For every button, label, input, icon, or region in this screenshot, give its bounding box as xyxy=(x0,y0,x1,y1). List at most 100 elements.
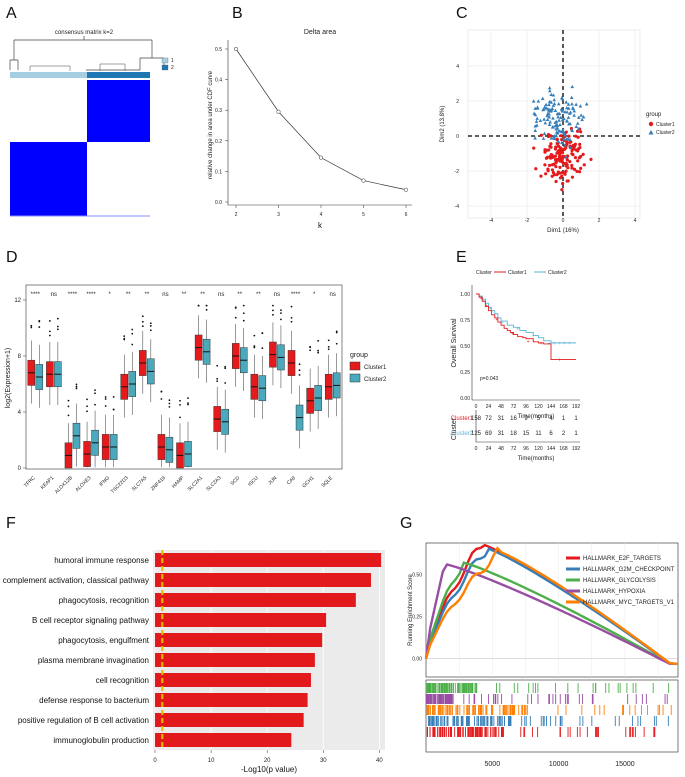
box-cluster1-outlier xyxy=(67,405,70,408)
km-ytick-label: 0.25 xyxy=(460,370,470,376)
panel-g-gsea: 0.00 0.25 0.50 Running Enrichment Score HA… xyxy=(408,542,679,768)
risk-cell: 31 xyxy=(498,431,505,437)
pca-point-cluster2 xyxy=(584,102,589,106)
km-censor-cluster1: + xyxy=(485,303,488,309)
pca-ytick-label: 4 xyxy=(456,64,459,70)
pca-point-cluster2 xyxy=(552,97,557,102)
pca-point-cluster2 xyxy=(572,113,576,117)
km-legend-title: Cluster xyxy=(476,270,492,276)
pca-point-cluster1 xyxy=(543,148,547,152)
box-cluster2-outlier xyxy=(38,320,41,323)
risk-xtick-label: 120 xyxy=(534,446,543,452)
box-cluster1-outlier xyxy=(290,320,293,323)
pca-point-cluster2 xyxy=(566,137,570,141)
box-cluster1-outlier xyxy=(253,334,256,337)
km-xtick-label: 72 xyxy=(511,404,517,410)
pca-point-cluster1 xyxy=(534,167,538,171)
pca-point-cluster2 xyxy=(565,119,569,123)
pca-point-cluster1 xyxy=(549,142,553,146)
risk-xlabel: Time(months) xyxy=(518,456,555,462)
box-cluster2-outlier xyxy=(168,406,171,408)
box-cluster2-outlier xyxy=(56,317,59,320)
pca-point-cluster1 xyxy=(548,144,552,148)
pca-point-cluster1 xyxy=(564,161,568,165)
risk-cell: 125 xyxy=(471,431,482,437)
km-censor-cluster2: + xyxy=(516,326,519,332)
risk-row-label-cluster1: Cluster1 xyxy=(451,416,474,422)
pca-point-cluster1 xyxy=(579,166,583,171)
legend-label-2: 2 xyxy=(171,65,174,71)
box-cluster2-outlier xyxy=(205,304,208,307)
pca-point-cluster2 xyxy=(551,125,555,129)
box-cluster1-outlier xyxy=(197,304,200,307)
box-gene-label: ZNF419 xyxy=(150,475,167,492)
pca-point-cluster2 xyxy=(541,136,546,140)
gsea-ylabel: Running Enrichment Score xyxy=(408,573,414,645)
box-cluster1-outlier xyxy=(141,325,144,328)
panel-label-a: A xyxy=(6,5,17,22)
km-censor-cluster1: + xyxy=(511,332,514,338)
pca-legend-cluster1: Cluster1 xyxy=(656,122,675,128)
pca-point-cluster1 xyxy=(577,170,582,174)
pca-point-cluster2 xyxy=(567,122,571,126)
box-ytick-label: 8 xyxy=(18,354,22,360)
box-significance: * xyxy=(313,292,316,298)
pca-point-cluster2 xyxy=(576,127,581,131)
pca-point-cluster1 xyxy=(574,134,578,138)
panel-e-survival: Cluster Cluster1 Cluster2 0.000.250.500.… xyxy=(451,270,581,462)
delta-xlabel: k xyxy=(318,221,323,230)
box-cluster2-outlier xyxy=(168,402,171,405)
risk-cell: 18 xyxy=(510,431,517,437)
pca-point-cluster2 xyxy=(574,124,579,129)
pca-point-cluster1 xyxy=(544,156,549,160)
pca-point-cluster2 xyxy=(547,86,552,90)
box-cluster1-outlier xyxy=(141,315,144,318)
box-significance: **** xyxy=(86,292,96,298)
box-significance: ** xyxy=(256,292,261,298)
box-cluster1-outlier xyxy=(290,316,293,319)
panel-label-g: G xyxy=(400,515,412,532)
pca-point-cluster2 xyxy=(554,119,559,124)
box-ytick-label: 4 xyxy=(18,410,22,416)
pca-point-cluster1 xyxy=(578,145,582,150)
box-cluster2-outlier xyxy=(187,403,189,406)
pca-point-cluster1 xyxy=(560,188,564,192)
pca-point-cluster2 xyxy=(559,107,564,111)
pca-point-cluster2 xyxy=(556,102,561,106)
box-cluster1-outlier xyxy=(104,396,107,398)
panel-label-f: F xyxy=(6,515,16,532)
box-gene-label: IFNG xyxy=(98,475,111,488)
pca-point-cluster2 xyxy=(542,107,546,111)
go-xtick-label: 0 xyxy=(153,758,157,764)
box-cluster2-outlier xyxy=(131,332,134,335)
delta-point xyxy=(233,46,239,52)
go-bar xyxy=(155,713,304,727)
block-top-right xyxy=(87,80,150,142)
delta-ylabel: relative change in area under CDF curve xyxy=(208,70,214,179)
box-gene-label: ISCU xyxy=(247,475,260,488)
gsea-xtick-label: 5000 xyxy=(485,761,501,768)
pca-point-cluster1 xyxy=(579,130,583,134)
box-cluster2-outlier xyxy=(75,383,78,386)
box-gene-label: TSC22D3 xyxy=(110,475,130,495)
gsea-legend-label: HALLMARK_GLYCOLYSIS xyxy=(583,578,656,584)
box-legend-cluster1: Cluster1 xyxy=(364,365,387,371)
box-significance: **** xyxy=(31,292,41,298)
panel-c-pca: -4 -2 0 2 4 -4 -2 0 2 4 Dim1 (16%) Dim2 (13.8%) g… xyxy=(440,29,675,234)
box-cluster1-outlier xyxy=(216,380,219,382)
pca-ylabel: Dim2 (13.8%) xyxy=(440,106,446,143)
gsea-curve xyxy=(424,546,678,665)
go-term-label: complement activation, classical pathway xyxy=(3,576,149,585)
km-xlabel: Time(months) xyxy=(518,414,555,420)
pca-point-cluster2 xyxy=(542,131,547,135)
panel-b-delta-area: Delta area 0.0 0.1 0.2 0.3 0.4 0.5 2 3 4 5 6 rela… xyxy=(208,29,412,230)
pca-legend-cluster2: Cluster2 xyxy=(656,130,675,136)
gsea-ytick-label: 0.50 xyxy=(412,572,422,578)
go-bar xyxy=(155,633,323,647)
pca-point-cluster1 xyxy=(589,157,593,161)
box-cluster2-outlier xyxy=(112,396,115,398)
go-bar xyxy=(155,693,308,707)
legend-label-1: 1 xyxy=(171,58,174,64)
risk-xtick-label: 72 xyxy=(511,446,517,452)
pca-point-cluster1 xyxy=(576,159,580,163)
